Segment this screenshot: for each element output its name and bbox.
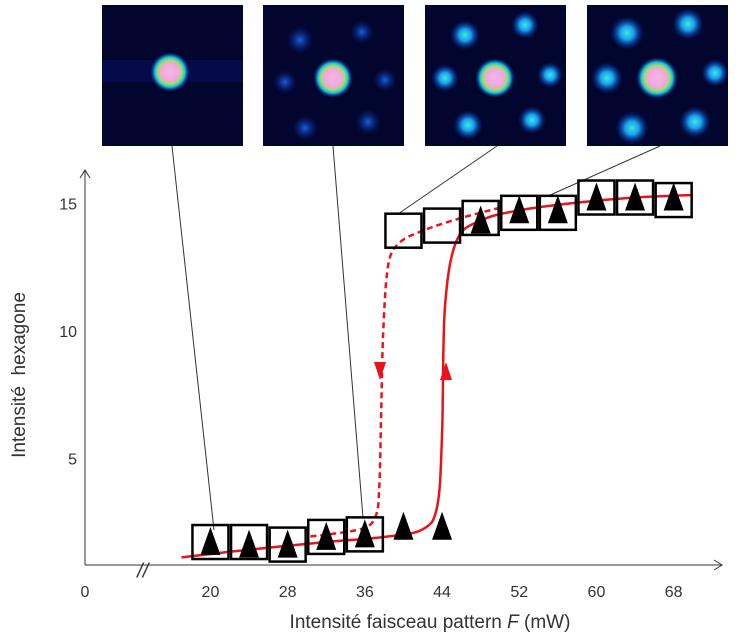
spot — [292, 115, 318, 141]
y-axis-label: Intensité hexagone — [9, 292, 30, 458]
spot — [672, 8, 704, 40]
spot — [615, 111, 649, 145]
inset-image — [425, 5, 566, 146]
y-axis-arrow — [79, 169, 91, 179]
spot — [286, 26, 314, 54]
square-marker — [229, 523, 269, 561]
spot — [537, 62, 563, 88]
x-axis-label-unit: (mW) — [524, 612, 570, 633]
square-marker — [345, 516, 385, 553]
curve-arrow-up — [440, 362, 452, 380]
x-tick-label: 28 — [279, 584, 297, 601]
spot — [373, 68, 397, 92]
connector — [171, 145, 215, 531]
triangle-marker — [277, 529, 298, 558]
fit-curve — [306, 206, 501, 539]
spot — [450, 20, 480, 50]
spot — [518, 106, 546, 134]
center-spot — [636, 57, 678, 99]
x-tick-label: 20 — [202, 584, 220, 601]
center-spot — [150, 52, 190, 92]
square-marker — [577, 179, 616, 216]
center-spot — [475, 58, 515, 98]
inset-image — [587, 5, 729, 146]
triangle-marker — [354, 519, 375, 548]
square-marker — [461, 199, 500, 237]
connector — [397, 145, 498, 215]
spot — [511, 11, 539, 39]
x-tick-label: 60 — [588, 584, 606, 601]
x-tick-label: 44 — [433, 584, 451, 601]
spot — [610, 16, 644, 50]
triangle-marker — [432, 511, 453, 540]
x-axis-label-text: Intensité faisceau pattern — [290, 612, 502, 633]
square-marker — [191, 523, 230, 561]
triangle-marker — [586, 182, 607, 211]
square-marker — [422, 207, 462, 244]
x-tick-label: 52 — [510, 584, 528, 601]
spot — [350, 20, 374, 44]
spot — [701, 59, 729, 87]
triangle-marker — [547, 195, 568, 224]
spot — [431, 64, 459, 92]
spot — [355, 109, 381, 135]
axes — [79, 169, 723, 571]
square-marker — [307, 518, 346, 556]
y-tick-label: 15 — [59, 196, 77, 213]
spot — [591, 62, 623, 94]
square-marker — [615, 179, 655, 216]
axis-break: // — [135, 560, 151, 582]
fit-curve — [181, 193, 694, 559]
triangle-marker — [509, 195, 530, 224]
spot — [453, 110, 483, 140]
triangle-marker — [239, 529, 260, 558]
triangle-marker — [316, 521, 337, 550]
x-tick-label: 68 — [665, 584, 683, 601]
spot — [273, 70, 297, 94]
triangle-marker — [470, 205, 491, 234]
connector — [547, 145, 661, 197]
square-marker — [268, 526, 307, 563]
triangle-marker — [200, 527, 221, 556]
inset-image — [102, 5, 243, 146]
triangle-marker — [625, 182, 646, 211]
x-axis-label-var: F — [507, 612, 520, 633]
triangle-marker — [663, 182, 684, 211]
curve-arrow-down — [374, 362, 386, 380]
spot — [679, 106, 711, 138]
y-tick-label: 5 — [68, 452, 77, 469]
x-tick-label: 0 — [81, 584, 90, 601]
x-axis-label: Intensité faisceau pattern F (mW) — [290, 612, 571, 633]
connectors — [171, 145, 661, 531]
square-marker — [384, 212, 423, 249]
plot-area: 0 20 28 36 44 52 60 68 5 10 15 // — [59, 179, 694, 601]
y-tick-label: 10 — [59, 324, 77, 341]
connector — [332, 145, 364, 519]
x-tick-label: 36 — [356, 584, 374, 601]
x-axis-arrow — [713, 559, 723, 571]
center-spot — [313, 58, 353, 98]
triangle-marker — [393, 511, 414, 540]
inset-image — [263, 5, 404, 146]
